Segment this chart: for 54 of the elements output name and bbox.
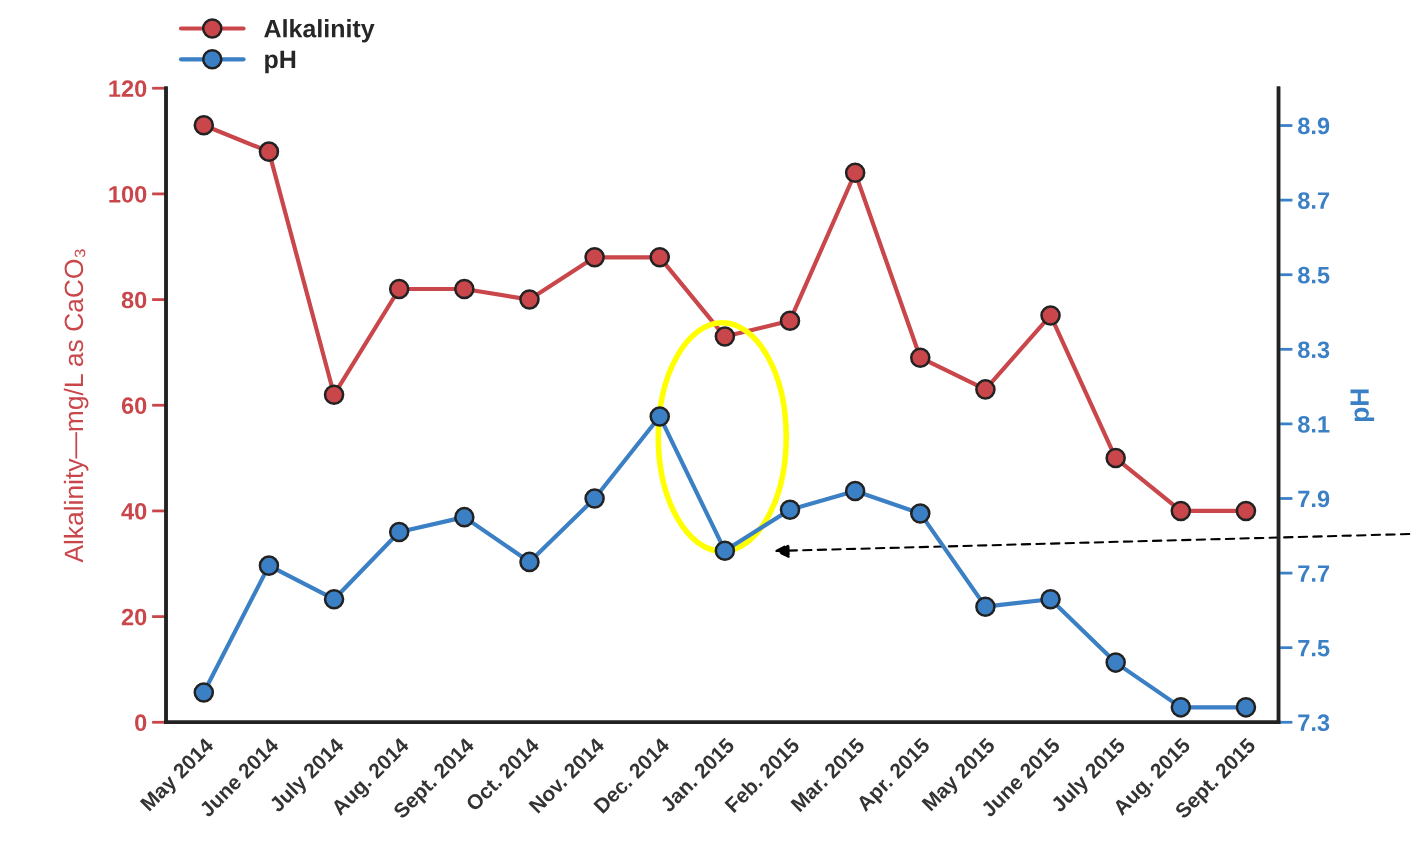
- y2-tick-label: 7.5: [1298, 639, 1330, 657]
- point: [1040, 305, 1061, 326]
- point: [649, 247, 671, 268]
- point: [910, 503, 931, 524]
- point: [584, 247, 605, 268]
- y-tick-label: 0: [135, 714, 147, 732]
- point: [844, 162, 866, 184]
- y2-tick-label: 7.7: [1298, 565, 1330, 582]
- point: [584, 488, 605, 509]
- point: [388, 278, 410, 300]
- y-axis-title: Alkalinity—mg/L as CaCO₃: [63, 249, 89, 563]
- point: [1105, 652, 1126, 673]
- point: [714, 540, 736, 561]
- point: [1040, 588, 1061, 610]
- point: [779, 499, 801, 520]
- y-tick-label: 100: [109, 185, 147, 203]
- y2-axis-title: pH: [1350, 389, 1375, 422]
- point: [454, 506, 475, 528]
- y2-tick-label: 8.1: [1298, 415, 1330, 433]
- point: [1235, 500, 1257, 522]
- y2-tick-label: 8.3: [1298, 341, 1330, 359]
- point: [714, 326, 736, 347]
- point: [519, 551, 540, 573]
- y2-tick-label: 7.3: [1298, 714, 1330, 732]
- point: [323, 384, 345, 405]
- point: [844, 480, 866, 502]
- point: [519, 289, 540, 310]
- y-tick-label: 20: [121, 608, 147, 626]
- y2-tick-label: 7.9: [1298, 490, 1330, 508]
- y2-tick-label: 8.7: [1298, 192, 1330, 209]
- point: [388, 521, 410, 543]
- y-tick-label: 80: [121, 291, 147, 309]
- point: [649, 406, 671, 427]
- y-tick-label: 60: [121, 397, 147, 415]
- y2-tick-label: 8.5: [1298, 266, 1330, 284]
- legend-label: Alkalinity: [264, 19, 375, 43]
- y2-tick-label: 8.9: [1298, 117, 1330, 135]
- y-tick-label: 120: [109, 80, 147, 98]
- y-tick-label: 40: [121, 502, 147, 520]
- point: [975, 379, 996, 400]
- point: [193, 114, 215, 136]
- point: [258, 555, 280, 576]
- point: [193, 682, 215, 703]
- point: [975, 596, 996, 617]
- point: [1170, 697, 1192, 718]
- point: [779, 310, 801, 331]
- point: [323, 588, 345, 610]
- point: [1105, 447, 1126, 469]
- point: [1235, 697, 1257, 718]
- point: [1170, 500, 1192, 522]
- point: [454, 278, 475, 300]
- legend-label: pH: [265, 50, 296, 74]
- point: [258, 141, 280, 162]
- point: [910, 347, 931, 368]
